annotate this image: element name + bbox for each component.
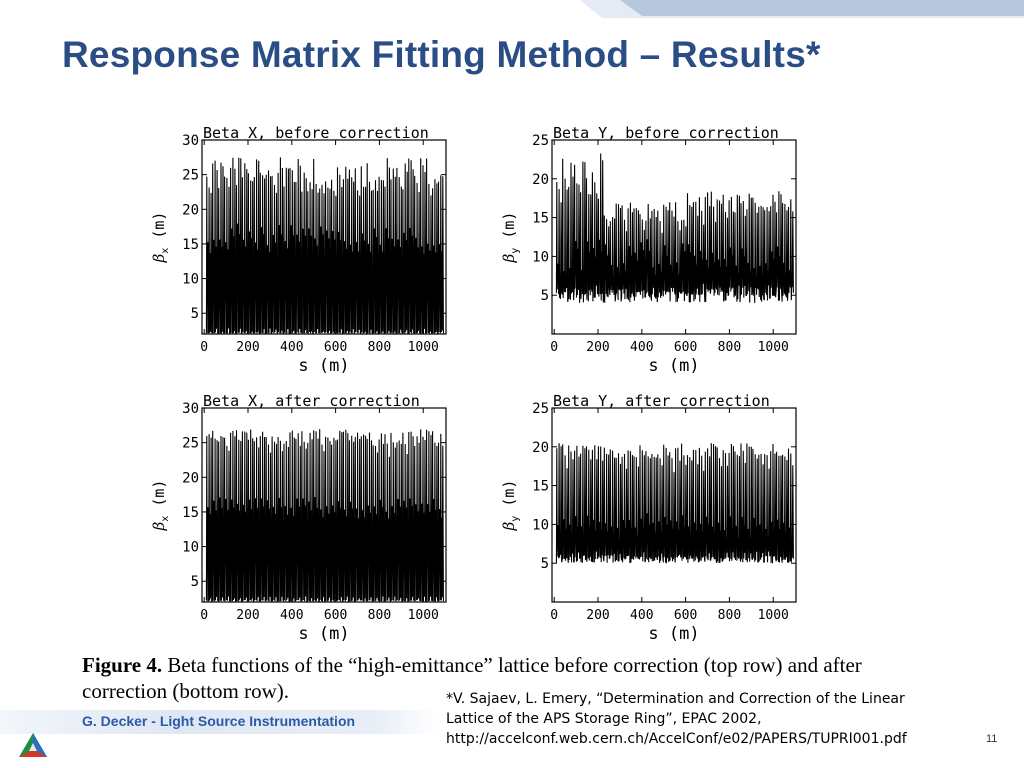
x-tick-label: 1000 <box>758 340 789 355</box>
x-tick-label: 600 <box>674 608 697 623</box>
y-tick-label: 30 <box>182 133 199 149</box>
x-tick-label: 800 <box>718 608 741 623</box>
x-tick-label: 1000 <box>408 340 439 355</box>
y-axis-label: βx (m) <box>150 212 171 264</box>
y-tick-label: 25 <box>532 133 549 149</box>
x-tick-label: 600 <box>674 340 697 355</box>
beta-y-after-plot: Beta Y, after correction 5 10 15 20 25 0 200 400… <box>500 392 797 644</box>
footer-bar <box>0 710 440 734</box>
plot-frame <box>201 139 447 335</box>
beta-y-before-chart: Beta Y, before correction 5 10 15 20 25 0 200 40… <box>490 122 810 377</box>
reference-url: http://accelconf.web.cern.ch/AccelConf/e… <box>446 731 907 747</box>
x-tick-label: 200 <box>236 608 259 623</box>
y-tick-label: 5 <box>541 288 549 304</box>
x-tick-label: 0 <box>200 608 208 623</box>
y-tick-label: 20 <box>182 470 199 486</box>
y-tick-label: 30 <box>182 401 199 417</box>
x-axis-label: s (m) <box>648 624 699 644</box>
y-tick-label: 25 <box>532 401 549 417</box>
plot-frame <box>551 139 797 335</box>
header-band <box>580 0 1024 18</box>
x-tick-label: 1000 <box>408 608 439 623</box>
x-tick-label: 800 <box>368 608 391 623</box>
y-axis-label: βy (m) <box>500 212 521 264</box>
y-tick-label: 15 <box>532 211 549 227</box>
beta-x-before-plot: Beta X, before correction 5 10 15 20 25 30 0 200… <box>150 124 447 376</box>
x-tick-label: 0 <box>200 340 208 355</box>
x-tick-label: 600 <box>324 608 347 623</box>
beta-series-line <box>555 443 794 564</box>
y-tick-label: 20 <box>532 440 549 456</box>
y-tick-label: 5 <box>191 306 199 322</box>
plot-frame <box>551 407 797 603</box>
beta-y-before-plot: Beta Y, before correction 5 10 15 20 25 0 200 40… <box>500 124 797 376</box>
y-tick-label: 20 <box>532 172 549 188</box>
x-tick-label: 400 <box>630 608 653 623</box>
y-tick-label: 5 <box>541 556 549 572</box>
x-tick-label: 0 <box>550 608 558 623</box>
beta-series-line <box>205 429 444 602</box>
y-tick-label: 10 <box>182 540 199 556</box>
beta-series-line <box>205 157 444 334</box>
y-tick-label: 25 <box>182 436 199 452</box>
y-axis-label: βx (m) <box>150 480 171 532</box>
y-tick-label: 15 <box>182 237 199 253</box>
reference-citation: *V. Sajaev, L. Emery, “Determination and… <box>446 689 986 749</box>
x-axis-label: s (m) <box>298 624 349 644</box>
beta-x-after-plot: Beta X, after correction 5 10 15 20 25 30 0 200 4… <box>150 392 447 644</box>
chart-title: Beta Y, after correction <box>553 392 770 410</box>
x-tick-label: 800 <box>368 340 391 355</box>
caption-text: Beta functions of the “high-emittance” l… <box>82 653 862 703</box>
x-tick-label: 200 <box>236 340 259 355</box>
y-tick-label: 20 <box>182 202 199 218</box>
x-axis-label: s (m) <box>298 356 349 376</box>
y-tick-label: 5 <box>191 574 199 590</box>
page-number: 11 <box>986 733 998 745</box>
beta-x-before-chart: Beta X, before correction 5 10 15 20 25 30 0 200… <box>140 122 460 377</box>
chart-title: Beta X, after correction <box>203 392 420 410</box>
y-tick-label: 15 <box>182 505 199 521</box>
argonne-logo-icon <box>19 733 47 757</box>
x-tick-label: 0 <box>550 340 558 355</box>
x-tick-label: 400 <box>280 340 303 355</box>
x-tick-label: 1000 <box>758 608 789 623</box>
y-tick-label: 25 <box>182 168 199 184</box>
x-tick-label: 800 <box>718 340 741 355</box>
x-tick-label: 600 <box>324 340 347 355</box>
y-tick-label: 15 <box>532 479 549 495</box>
x-tick-label: 200 <box>586 608 609 623</box>
x-axis-label: s (m) <box>648 356 699 376</box>
chart-title: Beta X, before correction <box>203 124 429 142</box>
beta-x-after-chart: Beta X, after correction 5 10 15 20 25 30 0 200 4… <box>140 390 460 645</box>
x-tick-label: 400 <box>630 340 653 355</box>
x-tick-label: 200 <box>586 340 609 355</box>
y-tick-label: 10 <box>182 272 199 288</box>
chart-title: Beta Y, before correction <box>553 124 779 142</box>
plot-frame <box>201 407 447 603</box>
footer-presenter: G. Decker - Light Source Instrumentation <box>82 713 356 729</box>
x-tick-label: 400 <box>280 608 303 623</box>
beta-y-after-chart: Beta Y, after correction 5 10 15 20 25 0 200 400… <box>490 390 810 645</box>
y-axis-label: βy (m) <box>500 480 521 532</box>
y-tick-label: 10 <box>532 249 549 265</box>
beta-series-line <box>555 153 794 303</box>
caption-label: Figure 4. <box>82 653 163 677</box>
reference-line-2: Lattice of the APS Storage Ring”, EPAC 2… <box>446 711 762 727</box>
figure-caption: Figure 4. Beta functions of the “high-em… <box>82 652 922 704</box>
slide-title: Response Matrix Fitting Method – Results… <box>62 34 821 75</box>
y-tick-label: 10 <box>532 517 549 533</box>
reference-line-1: *V. Sajaev, L. Emery, “Determination and… <box>446 691 905 707</box>
